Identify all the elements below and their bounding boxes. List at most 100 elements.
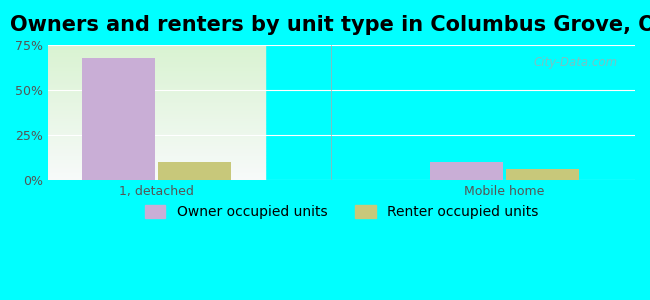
Bar xyxy=(48,80,265,81)
Bar xyxy=(48,148,265,149)
Bar xyxy=(48,81,265,83)
Bar xyxy=(48,104,265,106)
Bar xyxy=(48,178,265,179)
Bar xyxy=(48,96,265,98)
Bar xyxy=(48,171,265,172)
Bar xyxy=(48,110,265,111)
Bar xyxy=(48,98,265,99)
Bar xyxy=(48,161,265,163)
Bar xyxy=(48,172,265,173)
Bar xyxy=(48,94,265,95)
Bar xyxy=(48,121,265,122)
Bar xyxy=(48,48,265,49)
Bar xyxy=(48,109,265,110)
Bar xyxy=(48,103,265,104)
Bar xyxy=(48,118,265,119)
Bar xyxy=(48,169,265,171)
Bar xyxy=(48,129,265,130)
Bar xyxy=(48,89,265,91)
Bar xyxy=(48,130,265,131)
Bar xyxy=(48,131,265,133)
Bar xyxy=(48,64,265,65)
Bar xyxy=(48,119,265,121)
Bar xyxy=(48,68,265,69)
Bar xyxy=(48,154,265,156)
Bar xyxy=(48,144,265,145)
Bar xyxy=(48,60,265,61)
Bar xyxy=(48,72,265,73)
Bar xyxy=(48,57,265,58)
Bar xyxy=(48,62,265,64)
Bar xyxy=(48,70,265,72)
Title: Owners and renters by unit type in Columbus Grove, OH: Owners and renters by unit type in Colum… xyxy=(10,15,650,35)
Bar xyxy=(48,56,265,57)
Bar xyxy=(48,92,265,94)
Bar xyxy=(159,162,231,180)
Bar xyxy=(48,75,265,76)
Bar xyxy=(48,100,265,102)
Bar xyxy=(48,136,265,137)
Bar xyxy=(48,164,265,165)
Bar xyxy=(48,173,265,175)
Bar xyxy=(48,45,265,46)
Bar xyxy=(48,115,265,117)
Bar xyxy=(48,73,265,75)
Bar xyxy=(48,46,265,48)
Bar xyxy=(48,117,265,118)
Bar xyxy=(48,156,265,157)
Bar xyxy=(83,58,155,180)
Bar xyxy=(48,112,265,114)
Bar xyxy=(48,65,265,67)
Bar xyxy=(48,158,265,160)
Bar xyxy=(48,175,265,176)
Bar xyxy=(48,107,265,109)
Bar xyxy=(430,162,502,180)
Bar xyxy=(48,128,265,129)
Bar xyxy=(48,153,265,154)
Text: City-Data.com: City-Data.com xyxy=(533,56,618,69)
Bar xyxy=(48,99,265,100)
Bar xyxy=(48,58,265,60)
Legend: Owner occupied units, Renter occupied units: Owner occupied units, Renter occupied un… xyxy=(139,200,544,225)
Bar xyxy=(48,52,265,53)
Bar xyxy=(48,87,265,88)
Bar xyxy=(48,134,265,136)
Bar xyxy=(506,169,578,180)
Bar xyxy=(48,145,265,146)
Bar xyxy=(48,91,265,92)
Bar xyxy=(48,83,265,84)
Bar xyxy=(48,88,265,89)
Bar xyxy=(48,137,265,138)
Bar xyxy=(48,102,265,103)
Bar xyxy=(48,76,265,77)
Bar xyxy=(48,54,265,56)
Bar xyxy=(48,79,265,80)
Bar xyxy=(48,77,265,79)
Bar xyxy=(48,179,265,180)
Bar xyxy=(48,122,265,123)
Bar xyxy=(48,176,265,178)
Bar xyxy=(48,69,265,70)
Bar xyxy=(48,142,265,144)
Bar xyxy=(48,106,265,107)
Bar xyxy=(48,126,265,128)
Bar xyxy=(48,49,265,50)
Bar xyxy=(48,152,265,153)
Bar xyxy=(48,163,265,164)
Bar xyxy=(48,168,265,169)
Bar xyxy=(48,140,265,141)
Bar xyxy=(48,111,265,112)
Bar xyxy=(48,67,265,68)
Bar xyxy=(48,157,265,158)
Bar xyxy=(48,114,265,115)
Bar xyxy=(48,50,265,52)
Bar xyxy=(48,167,265,168)
Bar xyxy=(48,84,265,86)
Bar xyxy=(48,165,265,166)
Bar xyxy=(48,123,265,125)
Bar xyxy=(48,141,265,142)
Bar xyxy=(48,133,265,134)
Bar xyxy=(48,53,265,54)
Bar xyxy=(48,85,265,87)
Bar xyxy=(48,150,265,152)
